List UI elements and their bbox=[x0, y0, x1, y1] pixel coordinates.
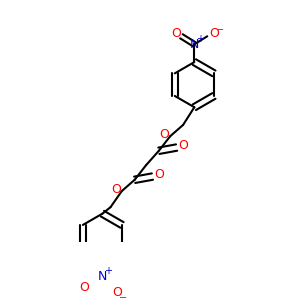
Text: O: O bbox=[154, 169, 164, 182]
Text: −: − bbox=[119, 292, 128, 300]
Text: O: O bbox=[111, 183, 121, 196]
Text: O: O bbox=[178, 140, 188, 152]
Text: O: O bbox=[171, 27, 181, 40]
Text: O: O bbox=[79, 280, 89, 293]
Text: O: O bbox=[160, 128, 170, 141]
Text: N: N bbox=[190, 38, 199, 51]
Text: O: O bbox=[112, 286, 122, 299]
Text: O: O bbox=[209, 27, 219, 40]
Text: +: + bbox=[104, 266, 112, 276]
Text: N: N bbox=[98, 270, 107, 283]
Text: +: + bbox=[196, 34, 204, 44]
Text: −: − bbox=[216, 25, 224, 35]
